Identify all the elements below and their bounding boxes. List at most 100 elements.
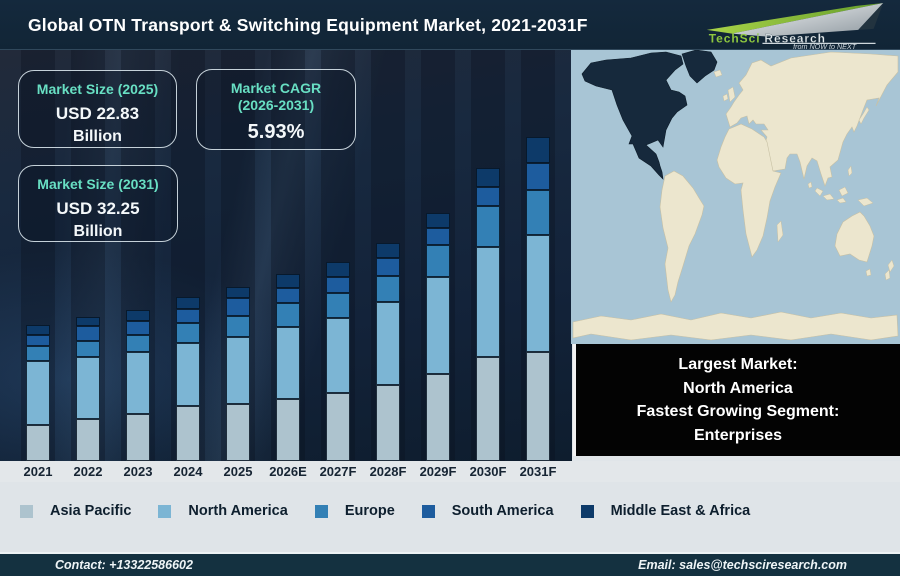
- x-tick-2030F: 2030F: [469, 464, 507, 479]
- bar-segment-south-america-2023: [126, 321, 150, 335]
- bar-2024: [176, 297, 200, 461]
- bar-segment-middle-east-africa-2021: [26, 325, 50, 335]
- map-region-south-america: [659, 170, 705, 303]
- legend-swatch-south-america: [421, 504, 435, 518]
- legend-item-asia-pacific: Asia Pacific: [20, 503, 131, 519]
- bar-segment-europe-2030F: [476, 206, 500, 247]
- page-title: Global OTN Transport & Switching Equipme…: [28, 14, 588, 35]
- bar-segment-north-america-2021: [26, 361, 50, 425]
- bar-segment-europe-2023: [126, 335, 150, 352]
- map-island-madagascar: [776, 220, 784, 243]
- bar-segment-middle-east-africa-2024: [176, 297, 200, 309]
- bar-segment-europe-2021: [26, 346, 50, 361]
- footer-bar: Contact: +13322586602 Email: sales@techs…: [0, 552, 900, 576]
- map-islands-oceania: [807, 106, 895, 281]
- x-tick-2024: 2024: [173, 464, 203, 479]
- bar-segment-asia-pacific-2027F: [326, 393, 350, 461]
- legend-label-asia-pacific: Asia Pacific: [50, 503, 132, 519]
- market-size-2025-box: Market Size (2025) USD 22.83 Billion: [18, 70, 177, 148]
- x-tick-2026E: 2026E: [269, 464, 307, 479]
- bar-segment-north-america-2025: [226, 337, 250, 404]
- bar-segment-asia-pacific-2031F: [526, 352, 550, 461]
- market-size-2025-heading: Market Size (2025): [36, 81, 159, 97]
- bar-2028F: [376, 243, 400, 461]
- largest-market-label: Largest Market:: [678, 356, 798, 373]
- legend-item-middle-east-africa: Middle East & Africa: [580, 503, 751, 519]
- map-region-greenland: [681, 50, 718, 84]
- bar-segment-europe-2029F: [426, 245, 450, 277]
- legend-item-north-america: North America: [158, 503, 288, 519]
- bar-segment-asia-pacific-2024: [176, 406, 200, 461]
- bar-segment-north-america-2028F: [376, 302, 400, 385]
- market-size-2031-heading: Market Size (2031): [37, 176, 159, 192]
- market-size-2025-unit: Billion: [73, 128, 122, 145]
- bar-segment-south-america-2024: [176, 309, 200, 323]
- fastest-growing-value: Enterprises: [693, 426, 783, 444]
- bar-segment-south-america-2029F: [426, 228, 450, 245]
- market-size-2031-value: USD 32.25: [56, 199, 140, 218]
- map-region-antarctica: [572, 311, 899, 341]
- bar-segment-europe-2024: [176, 323, 200, 343]
- world-map: [571, 50, 900, 344]
- bar-segment-europe-2022: [76, 341, 100, 357]
- bar-2022: [76, 317, 100, 461]
- world-map-panel: [571, 50, 900, 344]
- bar-segment-middle-east-africa-2028F: [376, 243, 400, 258]
- legend-label-europe: Europe: [344, 503, 395, 519]
- largest-market-value: North America: [683, 379, 793, 397]
- bar-segment-north-america-2023: [126, 352, 150, 414]
- bar-2021: [26, 325, 50, 461]
- bar-segment-south-america-2026E: [276, 288, 300, 303]
- key-facts-box: Largest Market: North America Fastest Gr…: [573, 344, 900, 456]
- bar-segment-europe-2026E: [276, 303, 300, 327]
- bar-segment-asia-pacific-2022: [76, 419, 100, 461]
- legend-label-middle-east-africa: Middle East & Africa: [610, 503, 751, 519]
- map-region-australia: [834, 211, 875, 263]
- logo-arrow-notch: [858, 3, 884, 30]
- x-tick-2022: 2022: [73, 464, 103, 479]
- bar-segment-middle-east-africa-2026E: [276, 274, 300, 288]
- bar-segment-north-america-2031F: [526, 235, 550, 352]
- map-region-africa: [716, 123, 782, 258]
- market-cagr-box: Market CAGR (2026-2031) 5.93%: [196, 69, 356, 150]
- x-tick-2029F: 2029F: [419, 464, 457, 479]
- bar-segment-middle-east-africa-2031F: [526, 137, 550, 163]
- bar-2026E: [276, 274, 300, 461]
- logo-text-research: Research: [764, 31, 826, 45]
- logo-arrow-silver-body: [731, 3, 884, 37]
- legend-item-europe: Europe: [314, 503, 395, 519]
- bar-segment-asia-pacific-2021: [26, 425, 50, 461]
- bar-segment-south-america-2025: [226, 298, 250, 316]
- bar-segment-north-america-2030F: [476, 247, 500, 357]
- legend-swatch-middle-east-africa: [580, 504, 594, 518]
- x-tick-2031F: 2031F: [519, 464, 557, 479]
- x-tick-2025: 2025: [223, 464, 253, 479]
- x-tick-2023: 2023: [123, 464, 153, 479]
- bar-segment-europe-2025: [226, 316, 250, 337]
- x-axis: 2021 2022 2023 2024 2025 2026E 2027F 2028F 2029F…: [0, 461, 900, 482]
- bar-2025: [226, 287, 250, 461]
- bar-segment-middle-east-africa-2030F: [476, 168, 500, 187]
- logo-text-techsci: TechSci: [709, 31, 761, 45]
- bar-segment-north-america-2022: [76, 357, 100, 419]
- bar-segment-north-america-2029F: [426, 277, 450, 374]
- bar-2030F: [476, 168, 500, 461]
- bar-segment-asia-pacific-2029F: [426, 374, 450, 461]
- bar-segment-asia-pacific-2028F: [376, 385, 400, 461]
- bar-segment-south-america-2031F: [526, 163, 550, 190]
- title-bar: Global OTN Transport & Switching Equipme…: [0, 0, 900, 50]
- bar-segment-south-america-2028F: [376, 258, 400, 276]
- bar-2031F: [526, 137, 550, 461]
- map-island-britain: [713, 69, 736, 103]
- legend-swatch-asia-pacific: [20, 504, 33, 518]
- footer-email: Email: sales@techsciresearch.com: [638, 558, 847, 572]
- bar-segment-middle-east-africa-2027F: [326, 262, 350, 277]
- bar-segment-middle-east-africa-2025: [226, 287, 250, 298]
- bar-segment-south-america-2021: [26, 335, 50, 346]
- bar-segment-north-america-2024: [176, 343, 200, 406]
- map-region-north-america: [581, 51, 688, 180]
- logo-underline: [762, 42, 876, 44]
- market-size-2031-box: Market Size (2031) USD 32.25 Billion: [18, 165, 178, 242]
- bar-2027F: [326, 262, 350, 461]
